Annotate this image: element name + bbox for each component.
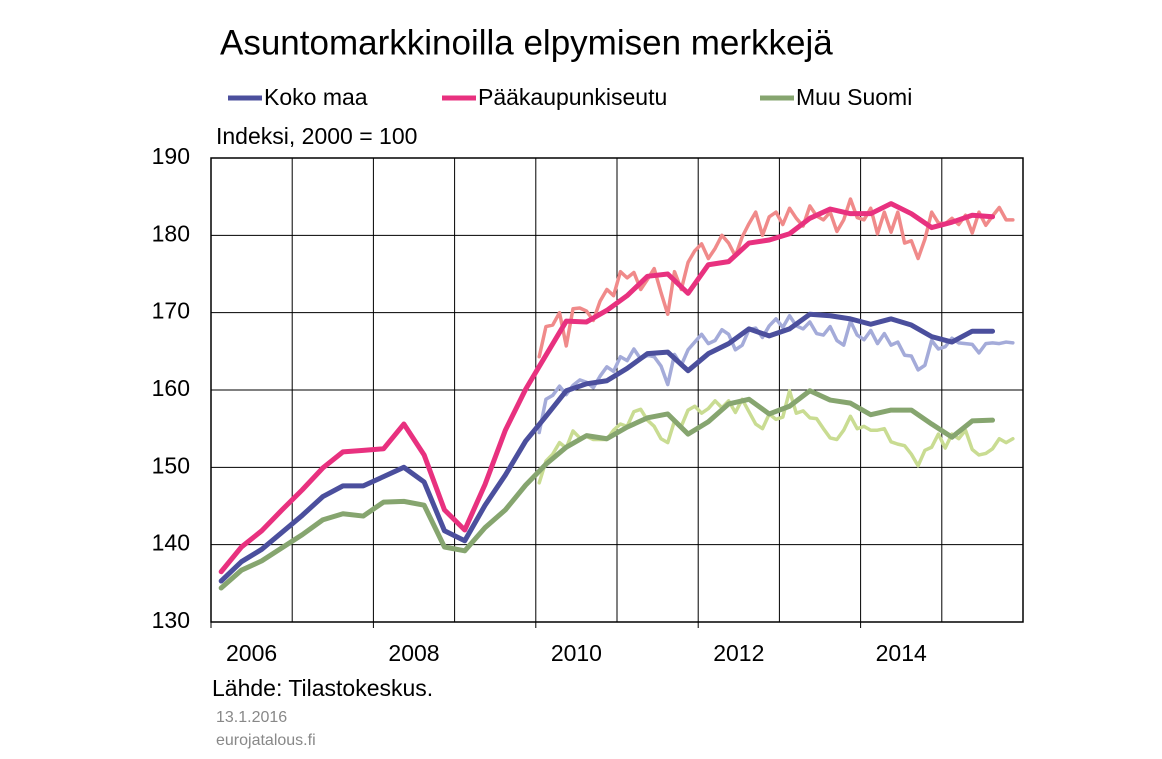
y-tick-label: 150 (152, 452, 190, 478)
source: Lähde: Tilastokeskus. (212, 675, 433, 701)
monthly-line (537, 197, 1015, 359)
date: 13.1.2016 (216, 709, 287, 726)
y-tick-label: 190 (152, 143, 190, 169)
y-tick-label: 170 (152, 298, 190, 324)
y-tick-label: 180 (152, 220, 190, 246)
chart-title: Asuntomarkkinoilla elpymisen merkkejä (220, 23, 833, 62)
site: eurojatalous.fi (216, 732, 316, 749)
legend-label: Pääkaupunkiseutu (478, 84, 667, 110)
x-tick-label: 2010 (551, 640, 602, 666)
legend-label: Muu Suomi (796, 84, 912, 110)
y-tick-label: 140 (152, 530, 190, 556)
monthly-line (537, 314, 1015, 435)
y-axis-label: Indeksi, 2000 = 100 (216, 123, 417, 149)
series-line (218, 311, 996, 584)
y-tick-label: 160 (152, 375, 190, 401)
series-line (218, 388, 996, 591)
monthly-line (537, 389, 1015, 485)
x-tick-label: 2012 (713, 640, 764, 666)
x-tick-label: 2006 (226, 640, 277, 666)
x-tick-label: 2008 (388, 640, 439, 666)
series-line (218, 201, 996, 575)
legend-label: Koko maa (264, 84, 368, 110)
y-tick-label: 130 (152, 607, 190, 633)
x-tick-label: 2014 (876, 640, 927, 666)
